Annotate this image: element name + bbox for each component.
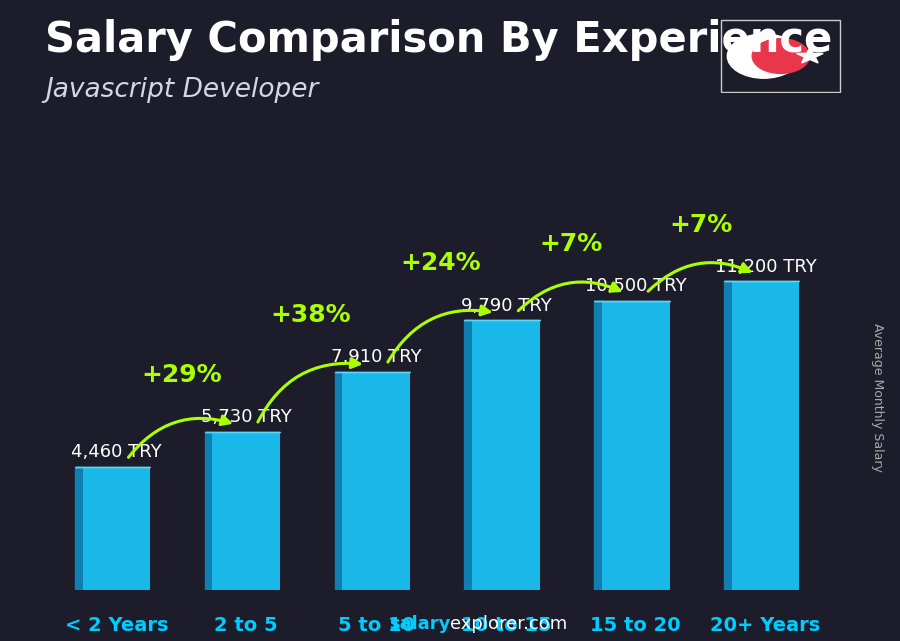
- Circle shape: [727, 34, 800, 78]
- Text: 10,500 TRY: 10,500 TRY: [585, 277, 687, 295]
- Polygon shape: [724, 281, 732, 590]
- Bar: [472, 320, 540, 590]
- Text: 2 to 5: 2 to 5: [214, 616, 278, 635]
- Text: 5,730 TRY: 5,730 TRY: [201, 408, 292, 426]
- Polygon shape: [796, 47, 824, 63]
- Text: 20+ Years: 20+ Years: [710, 616, 821, 635]
- Polygon shape: [204, 432, 212, 590]
- Text: +29%: +29%: [141, 363, 221, 387]
- Text: Javascript Developer: Javascript Developer: [45, 77, 319, 103]
- Text: < 2 Years: < 2 Years: [65, 616, 168, 635]
- Text: +24%: +24%: [400, 251, 482, 276]
- Polygon shape: [335, 372, 342, 590]
- Text: 4,460 TRY: 4,460 TRY: [71, 444, 162, 462]
- Text: +7%: +7%: [539, 232, 602, 256]
- Circle shape: [752, 38, 809, 74]
- Polygon shape: [594, 301, 602, 590]
- Text: Average Monthly Salary: Average Monthly Salary: [871, 323, 884, 472]
- Text: 11,200 TRY: 11,200 TRY: [715, 258, 816, 276]
- Text: 7,910 TRY: 7,910 TRY: [331, 348, 421, 366]
- Polygon shape: [75, 467, 83, 590]
- Text: 9,790 TRY: 9,790 TRY: [461, 297, 552, 315]
- Bar: [732, 281, 799, 590]
- Bar: [83, 467, 150, 590]
- Text: +7%: +7%: [669, 213, 733, 237]
- Text: 15 to 20: 15 to 20: [590, 616, 681, 635]
- Text: 5 to 10: 5 to 10: [338, 616, 415, 635]
- Bar: [342, 372, 410, 590]
- Text: Salary Comparison By Experience: Salary Comparison By Experience: [45, 19, 832, 62]
- Text: explorer.com: explorer.com: [450, 615, 567, 633]
- Text: +38%: +38%: [271, 303, 352, 328]
- Bar: [602, 301, 670, 590]
- Text: salary: salary: [389, 615, 450, 633]
- Polygon shape: [464, 320, 473, 590]
- Bar: [212, 432, 280, 590]
- Text: 10 to 15: 10 to 15: [461, 616, 551, 635]
